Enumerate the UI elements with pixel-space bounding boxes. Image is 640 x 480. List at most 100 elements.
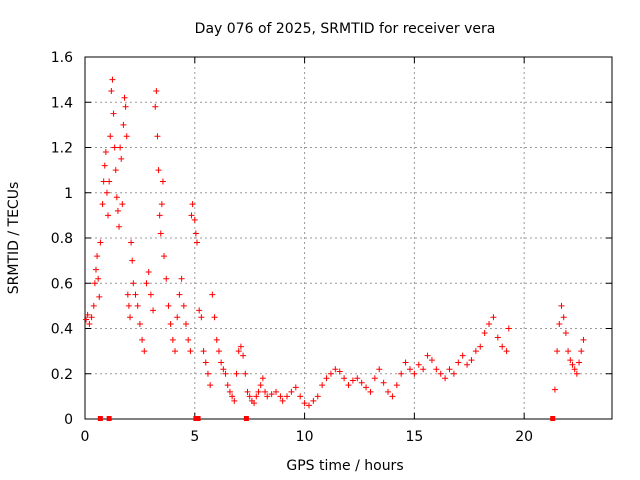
data-point bbox=[198, 314, 205, 321]
data-point bbox=[246, 393, 253, 400]
data-point bbox=[244, 388, 251, 395]
data-point bbox=[393, 382, 400, 389]
data-point bbox=[277, 393, 284, 400]
data-point bbox=[155, 167, 162, 174]
data-point bbox=[323, 375, 330, 382]
data-point bbox=[116, 223, 123, 230]
data-point bbox=[268, 391, 275, 398]
data-point bbox=[189, 201, 196, 208]
data-point bbox=[222, 370, 229, 377]
gap-marker bbox=[97, 416, 103, 421]
data-point bbox=[111, 144, 118, 151]
data-point bbox=[215, 348, 222, 355]
data-point bbox=[284, 393, 291, 400]
gap-marker bbox=[106, 416, 112, 421]
data-point bbox=[191, 216, 198, 223]
data-point bbox=[86, 320, 93, 327]
data-point bbox=[102, 149, 109, 156]
y-tick-label: 0.6 bbox=[51, 276, 73, 292]
data-point bbox=[349, 377, 356, 384]
data-point bbox=[143, 280, 150, 287]
data-point bbox=[183, 320, 190, 327]
data-point bbox=[242, 370, 249, 377]
data-point bbox=[253, 393, 260, 400]
data-point bbox=[153, 87, 160, 94]
data-point bbox=[305, 402, 312, 409]
data-point bbox=[96, 293, 103, 300]
data-point bbox=[167, 320, 174, 327]
data-point bbox=[187, 348, 194, 355]
data-point bbox=[103, 189, 110, 196]
data-point bbox=[110, 110, 117, 117]
data-point bbox=[123, 133, 130, 140]
y-tick-label: 0 bbox=[64, 412, 73, 428]
data-point bbox=[94, 253, 101, 260]
data-point bbox=[207, 382, 214, 389]
data-point bbox=[161, 253, 168, 260]
data-point bbox=[358, 379, 365, 386]
data-point bbox=[433, 366, 440, 373]
data-point bbox=[196, 307, 203, 314]
data-point bbox=[385, 388, 392, 395]
x-tick-label: 0 bbox=[81, 429, 90, 445]
y-tick-label: 1 bbox=[64, 186, 73, 202]
data-point bbox=[367, 388, 374, 395]
y-tick-label: 1.4 bbox=[51, 95, 73, 111]
data-point bbox=[292, 384, 299, 391]
data-point bbox=[165, 302, 172, 309]
data-point bbox=[169, 336, 176, 343]
data-point bbox=[136, 320, 143, 327]
data-point bbox=[97, 239, 104, 246]
data-point bbox=[554, 348, 561, 355]
data-point bbox=[202, 359, 209, 366]
data-point bbox=[235, 348, 242, 355]
data-point bbox=[332, 366, 339, 373]
data-point bbox=[264, 393, 271, 400]
data-point bbox=[120, 121, 127, 128]
data-point bbox=[185, 336, 192, 343]
data-point bbox=[314, 393, 321, 400]
data-point bbox=[406, 366, 413, 373]
data-point bbox=[180, 302, 187, 309]
data-point bbox=[240, 352, 247, 359]
x-tick-label: 5 bbox=[190, 429, 199, 445]
data-point bbox=[204, 370, 211, 377]
data-point bbox=[121, 94, 128, 101]
data-point bbox=[101, 162, 108, 169]
data-point bbox=[113, 194, 120, 201]
data-point bbox=[468, 357, 475, 364]
data-point bbox=[499, 343, 506, 350]
data-point bbox=[88, 314, 95, 321]
data-point bbox=[95, 275, 102, 282]
data-point bbox=[486, 320, 493, 327]
data-point bbox=[503, 348, 510, 355]
gap-marker bbox=[243, 416, 249, 421]
y-axis-label: SRMTID / TECUs bbox=[6, 182, 22, 295]
data-point bbox=[188, 212, 195, 219]
data-point bbox=[565, 348, 572, 355]
data-point bbox=[119, 201, 126, 208]
data-point bbox=[273, 388, 280, 395]
data-point bbox=[152, 103, 159, 110]
data-point bbox=[154, 133, 161, 140]
plot-frame bbox=[84, 56, 613, 420]
x-tick-label: 15 bbox=[405, 429, 423, 445]
data-point bbox=[192, 230, 199, 237]
gap-markers bbox=[97, 416, 556, 421]
data-point bbox=[464, 361, 471, 368]
data-point bbox=[150, 307, 157, 314]
data-point bbox=[114, 207, 121, 214]
data-point bbox=[279, 397, 286, 404]
data-point bbox=[371, 375, 378, 382]
data-point bbox=[125, 302, 132, 309]
data-point bbox=[128, 239, 135, 246]
x-tick-label: 10 bbox=[296, 429, 314, 445]
data-point bbox=[127, 314, 134, 321]
data-point bbox=[345, 382, 352, 389]
data-point bbox=[477, 343, 484, 350]
data-point bbox=[117, 144, 124, 151]
data-point bbox=[158, 201, 165, 208]
data-point bbox=[428, 357, 435, 364]
